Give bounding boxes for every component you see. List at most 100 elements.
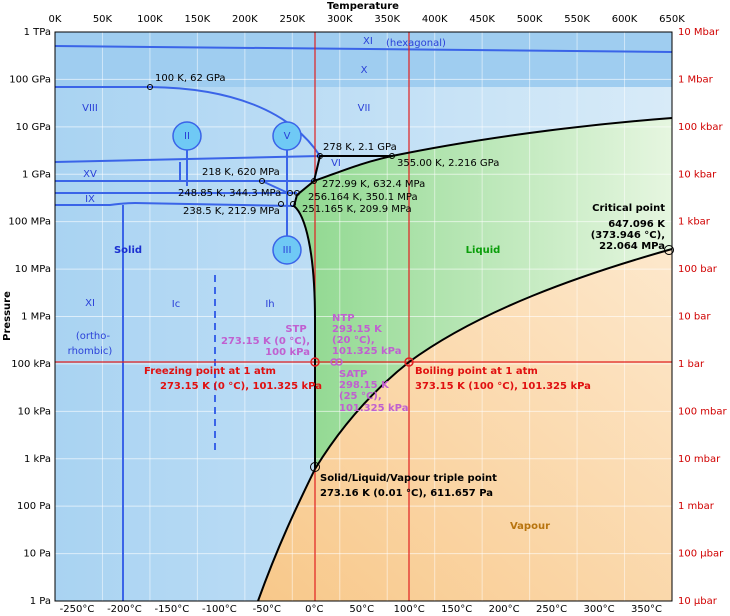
point-label: 278 K, 2.1 GPa (323, 142, 397, 153)
phase-label: XI (363, 36, 373, 47)
point-label: 272.99 K, 632.4 MPa (322, 179, 425, 190)
phase-label: XV (83, 169, 97, 180)
y-tick-label: 1 TPa (24, 27, 51, 38)
y-tick-label: 1 GPa (22, 169, 51, 180)
x2-tick-label: 200°C (489, 604, 520, 615)
ntp-marker (330, 358, 338, 366)
x-tick-label: 50K (93, 14, 113, 25)
x-tick-label: 600K (612, 14, 638, 25)
x2-tick-label: 250°C (536, 604, 567, 615)
boundary (54, 45, 673, 53)
y2-tick-label: 10 µbar (678, 596, 718, 607)
phase-boundaries (257, 117, 673, 602)
x2-tick-label: -100°C (202, 604, 237, 615)
labels: 0K 50K 100K 150K 200K 250K 300K 350K 400K 450K 500… (8, 14, 727, 615)
marker (290, 201, 296, 207)
y-tick-label: 10 GPa (16, 122, 51, 133)
annotation-title: Solid/Liquid/Vapour triple point (320, 473, 497, 484)
annotation-line: (25 °C), (339, 391, 382, 402)
annotation-line: 100 kPa (265, 347, 310, 358)
phase-label: III (283, 245, 292, 256)
phase-label: (ortho- (76, 331, 111, 342)
y-tick-label: 10 Pa (23, 549, 51, 560)
phase-label: V (284, 131, 291, 142)
point-label: 355.00 K, 2.216 GPa (397, 158, 499, 169)
x-tick-label: 100K (137, 14, 163, 25)
freezing-marker (310, 357, 320, 367)
y2-tick-label: 10 Mbar (678, 27, 720, 38)
point-label: 256.164 K, 350.1 MPa (308, 192, 418, 203)
x-tick-label: 550K (564, 14, 590, 25)
boiling-marker (404, 357, 414, 367)
y2-tick-label: 100 mbar (678, 406, 727, 417)
y2-tick-label: 10 kbar (678, 169, 717, 180)
y-tick-label: 100 GPa (9, 74, 51, 85)
point-label: 238.5 K, 212.9 MPa (183, 206, 280, 217)
y-tick-label: 10 MPa (15, 264, 51, 275)
y2-tick-label: 10 mbar (678, 454, 721, 465)
boundary (55, 86, 321, 157)
annotation-line: 101.325 kPa (332, 346, 402, 357)
point-label: 100 K, 62 GPa (155, 73, 226, 84)
marker (294, 190, 300, 196)
annotation-title: Freezing point at 1 atm (144, 366, 276, 377)
annotation-title: SATP (339, 369, 367, 380)
x-tick-label: 350K (374, 14, 400, 25)
boundary (55, 201, 295, 207)
boundary (186, 150, 288, 236)
boundary (179, 162, 289, 194)
annotation-line: 293.15 K (332, 324, 383, 335)
annotation-title: NTP (332, 313, 355, 324)
y-tick-label: 1 kPa (24, 454, 51, 465)
annotation-line: (373.946 °C), (591, 230, 665, 241)
y-title: Pressure (2, 291, 13, 341)
satp-marker (335, 358, 343, 366)
x-tick-label: 200K (232, 14, 258, 25)
marker (259, 178, 265, 184)
point-label: 248.85 K, 344.3 MPa (178, 188, 281, 199)
phase-label: VIII (82, 103, 98, 114)
annotation-title: Boiling point at 1 atm (415, 366, 538, 377)
marker (317, 153, 323, 159)
critical-marker (664, 245, 674, 255)
phase-label: Solid (114, 245, 142, 256)
x2-tick-label: 100°C (394, 604, 425, 615)
annotation-title: Critical point (592, 203, 665, 214)
phase-circle (272, 235, 302, 265)
markers (147, 84, 674, 472)
y-tick-label: 100 kPa (11, 359, 51, 370)
marker (278, 201, 284, 207)
annotation-line: 298.15 K (339, 380, 390, 391)
phase-label: Liquid (466, 245, 501, 256)
y-tick-label: 100 MPa (8, 217, 51, 228)
annotation-line: 22.064 MPa (599, 241, 665, 252)
annotation-line: 273.15 K (0 °C), 101.325 kPa (160, 381, 322, 392)
phase-label: Ih (265, 299, 274, 310)
phase-label: Ic (172, 299, 180, 310)
y2-tick-label: 100 bar (678, 264, 718, 275)
phase-label: IX (85, 194, 95, 205)
x-tick-label: 400K (422, 14, 448, 25)
x-tick-label: 450K (469, 14, 495, 25)
y2-tick-label: 1 bar (678, 359, 705, 370)
phase-circle (272, 121, 302, 151)
annotation-line: 273.15 K (0 °C), (221, 336, 310, 347)
y2-tick-label: 1 kbar (678, 217, 711, 228)
x-tick-label: 250K (279, 14, 305, 25)
y-tick-label: 1 MPa (21, 312, 51, 323)
y-tick-label: 10 kPa (18, 406, 51, 417)
x2-tick-label: -200°C (107, 604, 142, 615)
annotation-line: 101.325 kPa (339, 403, 409, 414)
x-tick-label: 300K (327, 14, 353, 25)
marker (389, 153, 395, 159)
melting-curve (292, 117, 673, 469)
annotation-line: 647.096 K (608, 219, 666, 230)
y2-tick-label: 10 bar (678, 312, 711, 323)
phase-label: II (184, 131, 190, 142)
x2-tick-label: -150°C (155, 604, 190, 615)
x2-tick-label: -250°C (60, 604, 95, 615)
plot-frame (54, 31, 673, 602)
x-tick-label: 500K (517, 14, 543, 25)
x2-tick-label: -50°C (253, 604, 281, 615)
x-title: Temperature (327, 1, 399, 12)
